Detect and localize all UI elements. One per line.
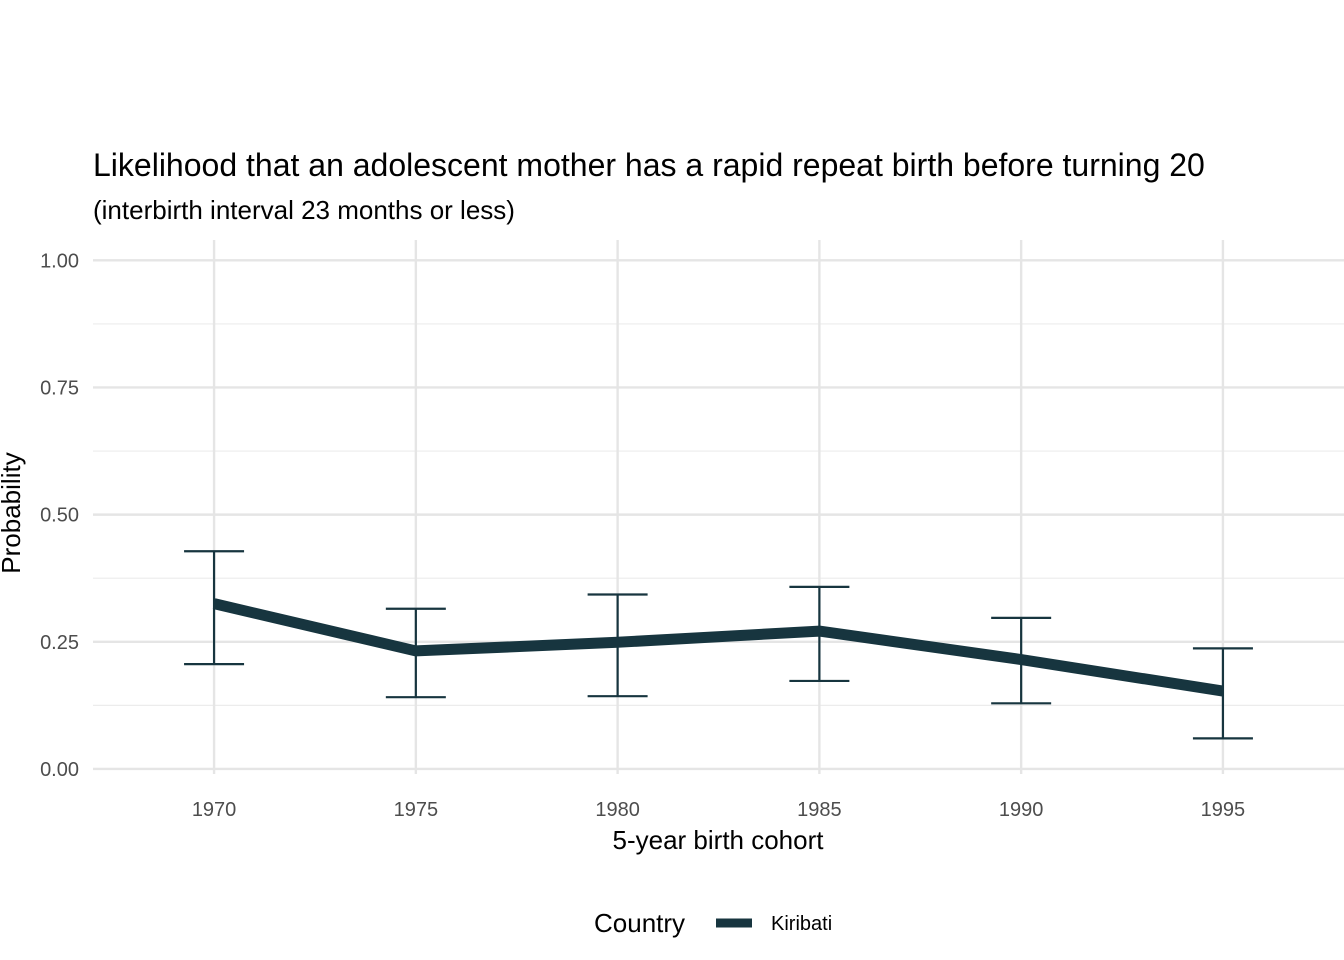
legend-title: Country	[594, 908, 685, 938]
y-tick-label: 0.50	[40, 505, 79, 527]
x-tick-label: 1990	[999, 799, 1044, 821]
x-tick-label: 1970	[192, 799, 237, 821]
chart-title: Likelihood that an adolescent mother has…	[93, 147, 1205, 183]
y-axis-title: Probability	[0, 452, 26, 573]
grid	[93, 240, 1344, 774]
error-bars	[184, 550, 1253, 740]
tick-labels: 0.00 0.25 0.50 0.75 1.00 1970 1975 1980 1985 1990…	[40, 250, 1245, 821]
y-tick-label: 0.75	[40, 377, 79, 399]
y-tick-label: 0.25	[40, 632, 79, 654]
legend-label-kiribati: Kiribati	[771, 913, 832, 935]
x-axis-title: 5-year birth cohort	[613, 825, 825, 855]
series-lines	[212, 598, 1224, 697]
y-tick-label: 1.00	[40, 250, 79, 272]
series-line-kiribati	[212, 598, 1224, 697]
y-tick-label: 0.00	[40, 759, 79, 781]
legend: Country Kiribati	[594, 908, 832, 938]
x-tick-label: 1995	[1201, 799, 1246, 821]
x-tick-label: 1975	[394, 799, 439, 821]
chart-subtitle: (interbirth interval 23 months or less)	[93, 195, 515, 225]
x-tick-label: 1985	[797, 799, 842, 821]
x-tick-label: 1980	[595, 799, 640, 821]
